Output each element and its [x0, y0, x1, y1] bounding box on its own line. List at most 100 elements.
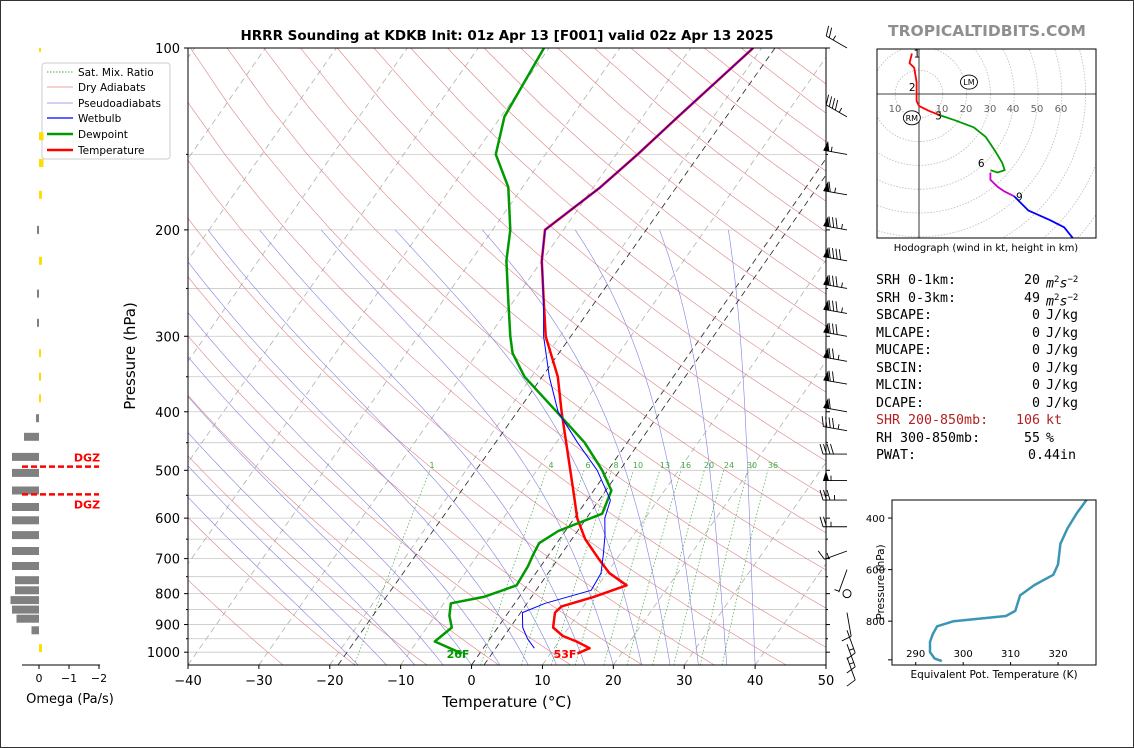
isotherm-zero-ref [337, 48, 776, 665]
y-tick-label: 200 [155, 224, 180, 239]
barb-full [832, 248, 835, 259]
omega-bar [36, 414, 39, 423]
barb-half [832, 35, 837, 41]
wind-barb [823, 322, 848, 337]
barb-full [823, 516, 827, 527]
omega-bar [12, 531, 39, 540]
hodo-marker [960, 74, 978, 90]
barb-full [832, 300, 835, 312]
param-label: MLCAPE: [876, 325, 933, 341]
barb-full [828, 275, 831, 286]
wind-barb [825, 25, 848, 49]
moist-adiabat [188, 261, 529, 665]
omega-bar [39, 190, 42, 199]
barb-full [832, 217, 835, 228]
barb-full [823, 443, 827, 455]
profile-wetbulb [521, 48, 754, 649]
isotherm [329, 48, 763, 665]
x-tick-label: −30 [245, 674, 272, 689]
wind-barb [846, 657, 856, 687]
param-label: SBCAPE: [876, 308, 933, 323]
barb-full [821, 416, 824, 427]
param-row: RH 300-850mb: 55% [876, 430, 1106, 448]
omega-bar [12, 468, 39, 477]
theta-e-x-tick-label: 290 [906, 649, 925, 660]
theta-e-axes: 290 300 310 320 400 600 800 [866, 514, 1068, 665]
dry-adiabat [337, 48, 826, 462]
barb-half [837, 354, 840, 360]
legend-mixratio: Sat. Mix. Ratio [78, 67, 154, 79]
theta-e-x-tick-label: 310 [1001, 649, 1020, 660]
param-value: 49 [1023, 290, 1040, 306]
barb-flag [823, 370, 830, 381]
omega-panel [10, 48, 99, 653]
y-tick-label: 300 [155, 330, 180, 345]
barb-full [826, 443, 831, 455]
surface-temperature-label: 53F [554, 648, 577, 661]
dry-adiabat [188, 276, 643, 665]
wind-barb [823, 370, 848, 385]
omega-bar [37, 225, 39, 234]
barb-shaft [823, 225, 848, 231]
isotherm [258, 48, 692, 665]
barb-full [832, 417, 835, 429]
barb-flag [823, 299, 830, 311]
param-value: 0 [1031, 343, 1040, 358]
sounding-parameters: SRH 0-1km: 20 m2s−2 SRH 0-3km: 49 m2s−2 SBCAPE… [876, 272, 1106, 465]
param-unit: J/kg [1046, 360, 1079, 376]
barb-full [825, 416, 828, 428]
dry-adiabat [188, 159, 787, 665]
barb-full [838, 249, 842, 260]
param-unit: m2s−2 [1046, 275, 1079, 292]
hodo-ring-label: 10 [889, 104, 902, 115]
hodo-marker-label: LM [963, 78, 974, 87]
isotherm [613, 360, 826, 665]
omega-bar [12, 562, 39, 570]
barb-full [846, 666, 856, 674]
mixing-ratio-label: 6 [585, 461, 590, 470]
barb-full [835, 217, 838, 229]
theta-e-frame [891, 499, 1097, 666]
barb-half [837, 424, 840, 430]
dry-adiabat [188, 516, 356, 665]
y-tick-label: 100 [155, 42, 180, 57]
hodo-ring-label: 30 [984, 104, 997, 115]
barb-full [835, 276, 838, 287]
param-row: SBCIN: 0 J/kg [876, 360, 1106, 378]
x-tick-label: 0 [467, 674, 475, 689]
skewt-axes: −40 −30 −20 −10 0 10 20 30 40 50 100 200 300 400 500 60… [147, 42, 834, 689]
hodo-height-label: 3 [935, 110, 942, 122]
omega-bar [39, 159, 44, 167]
x-tick-label: 40 [747, 674, 764, 689]
wind-barb [821, 416, 848, 432]
param-label: MLCIN: [876, 378, 925, 393]
barb-shaft [823, 426, 848, 432]
barb-full [832, 323, 835, 334]
param-row: PWAT: 0.44 in [876, 447, 1106, 465]
moist-adiabat [207, 229, 557, 665]
param-value: 0.44 [1027, 448, 1060, 463]
barb-shaft [846, 657, 856, 681]
barb-full [828, 322, 831, 334]
wind-barb [823, 140, 848, 155]
wind-barbs [817, 25, 856, 687]
moist-adiabat [188, 311, 501, 665]
isotherm [188, 48, 550, 565]
param-unit: J/kg [1046, 308, 1079, 323]
param-value: 0 [1031, 378, 1040, 393]
theta-e-x-tick-label: 300 [954, 649, 973, 660]
wind-barb [819, 516, 847, 528]
barb-full [835, 301, 838, 312]
theta-e-profile [928, 499, 1088, 663]
param-value: 0 [1031, 308, 1040, 323]
omega-bar [39, 256, 42, 265]
moist-adiabat [574, 229, 699, 665]
moist-adiabat [659, 229, 728, 665]
dry-adiabat [226, 48, 826, 571]
y-tick-label: 600 [155, 512, 180, 527]
param-row: MLCAPE: 0 J/kg [876, 325, 1106, 343]
wind-barb [823, 470, 847, 482]
omega-bar [37, 318, 39, 327]
omega-bar [39, 48, 41, 52]
barb-full [828, 96, 833, 107]
